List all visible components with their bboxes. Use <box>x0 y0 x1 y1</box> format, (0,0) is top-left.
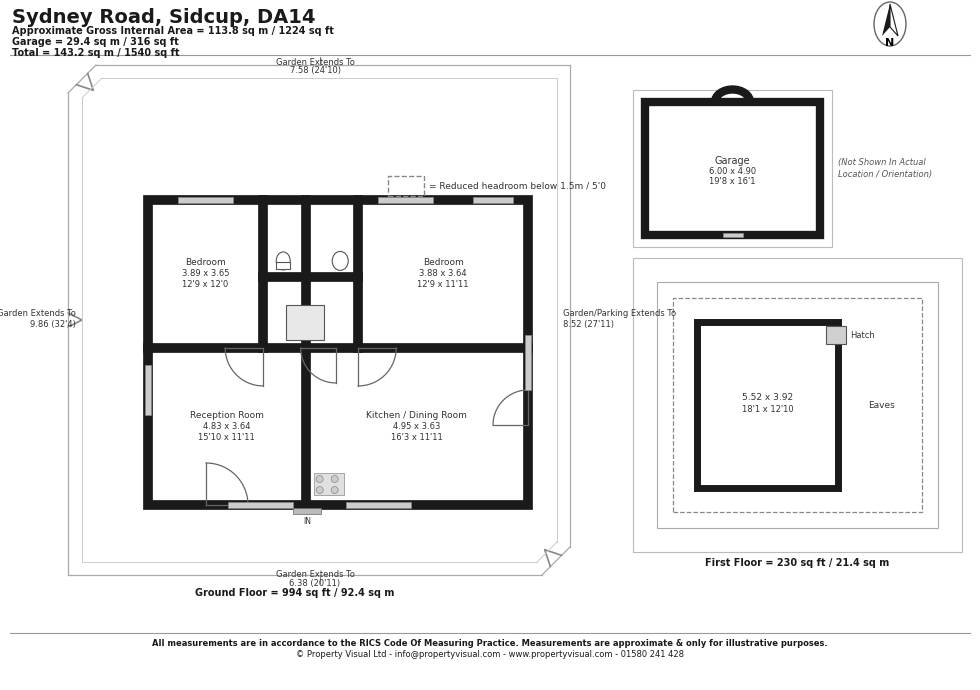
Text: Sydney Road, Sidcup, DA14: Sydney Road, Sidcup, DA14 <box>12 8 316 27</box>
Text: All measurements are in accordance to the RICS Code Of Measuring Practice. Measu: All measurements are in accordance to th… <box>152 639 828 648</box>
Text: 8.52 (27'11): 8.52 (27'11) <box>563 319 614 328</box>
Text: Garden/Parking Extends To: Garden/Parking Extends To <box>563 308 676 317</box>
Circle shape <box>331 475 338 482</box>
Text: Garden Extends To: Garden Extends To <box>0 308 76 317</box>
Text: N: N <box>885 38 895 48</box>
Circle shape <box>317 486 323 493</box>
Text: 12'9 x 12'0: 12'9 x 12'0 <box>182 280 228 290</box>
Text: Bedroom: Bedroom <box>422 259 464 268</box>
Text: (Not Shown In Actual: (Not Shown In Actual <box>838 158 926 167</box>
Ellipse shape <box>874 2 906 46</box>
Bar <box>276 262 290 269</box>
Text: © Property Visual Ltd - info@propertyvisual.com - www.propertyvisual.com - 01580: © Property Visual Ltd - info@propertyvis… <box>296 650 684 659</box>
Bar <box>145 365 151 415</box>
Bar <box>633 258 962 552</box>
Bar <box>826 326 846 344</box>
Text: 3.88 x 3.64: 3.88 x 3.64 <box>419 270 466 279</box>
Bar <box>657 282 938 528</box>
Bar <box>473 197 513 203</box>
Polygon shape <box>890 4 898 36</box>
Text: Garage: Garage <box>714 155 751 166</box>
Text: 7.58 (24'10): 7.58 (24'10) <box>289 66 340 75</box>
Bar <box>228 502 293 508</box>
Bar <box>525 335 531 390</box>
Bar <box>148 200 528 505</box>
Text: Roof: Roof <box>297 315 313 322</box>
Text: Eaves: Eaves <box>868 400 895 409</box>
Text: Garage = 29.4 sq m / 316 sq ft: Garage = 29.4 sq m / 316 sq ft <box>12 37 178 47</box>
Text: 6.38 (20'11): 6.38 (20'11) <box>289 579 341 588</box>
Text: IN: IN <box>303 517 311 526</box>
Text: Garden Extends To: Garden Extends To <box>275 570 355 579</box>
Bar <box>178 197 233 203</box>
Circle shape <box>331 486 338 493</box>
Bar <box>388 176 424 196</box>
Text: Hatch: Hatch <box>850 331 875 339</box>
Text: Total = 143.2 sq m / 1540 sq ft: Total = 143.2 sq m / 1540 sq ft <box>12 48 179 58</box>
Text: Bedroom: Bedroom <box>185 259 226 268</box>
Text: Approximate Gross Internal Area = 113.8 sq m / 1224 sq ft: Approximate Gross Internal Area = 113.8 … <box>12 26 334 36</box>
Text: 4.95 x 3.63: 4.95 x 3.63 <box>393 422 441 431</box>
Text: 12'9 x 11'11: 12'9 x 11'11 <box>417 280 468 290</box>
Text: Ground Floor = 994 sq ft / 92.4 sq m: Ground Floor = 994 sq ft / 92.4 sq m <box>195 588 395 598</box>
Text: First Floor = 230 sq ft / 21.4 sq m: First Floor = 230 sq ft / 21.4 sq m <box>706 558 890 568</box>
Ellipse shape <box>332 251 348 270</box>
Text: 6.00 x 4.90: 6.00 x 4.90 <box>709 167 756 176</box>
Text: 16'3 x 11'11: 16'3 x 11'11 <box>391 433 443 442</box>
Text: 15'10 x 11'11: 15'10 x 11'11 <box>199 433 255 442</box>
Text: Kitchen / Dining Room: Kitchen / Dining Room <box>367 411 467 420</box>
Bar <box>697 322 838 488</box>
Bar <box>645 102 820 235</box>
Bar <box>722 233 743 237</box>
Bar <box>293 508 321 514</box>
Circle shape <box>317 475 323 482</box>
Bar <box>673 298 922 512</box>
Text: = Reduced headroom below 1.5m / 5'0: = Reduced headroom below 1.5m / 5'0 <box>429 181 606 190</box>
Text: 9.86 (32'4): 9.86 (32'4) <box>30 319 76 328</box>
Text: 19'8 x 16'1: 19'8 x 16'1 <box>710 177 756 186</box>
Text: Garden Extends To: Garden Extends To <box>275 58 355 67</box>
Bar <box>346 502 411 508</box>
Text: 18'1 x 12'10: 18'1 x 12'10 <box>742 406 794 415</box>
Text: Reception Room: Reception Room <box>190 411 264 420</box>
Bar <box>633 90 832 247</box>
Bar <box>378 197 433 203</box>
Text: Hatch: Hatch <box>294 324 315 331</box>
Text: Location / Orientation): Location / Orientation) <box>838 170 932 179</box>
Text: 5.52 x 3.92: 5.52 x 3.92 <box>742 393 793 402</box>
Bar <box>286 305 323 340</box>
Ellipse shape <box>276 252 290 270</box>
Text: 3.89 x 3.65: 3.89 x 3.65 <box>182 270 229 279</box>
Polygon shape <box>882 4 890 36</box>
Text: 4.83 x 3.64: 4.83 x 3.64 <box>203 422 251 431</box>
Bar <box>314 473 344 495</box>
